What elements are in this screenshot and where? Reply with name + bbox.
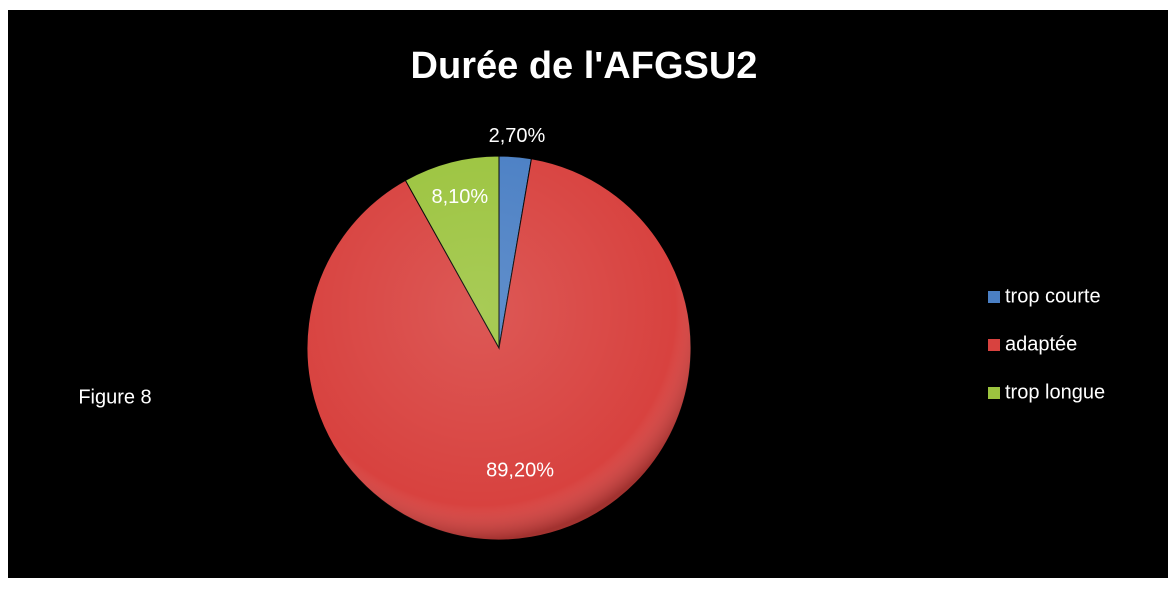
legend-label: adaptée [1005, 333, 1077, 355]
legend-swatch [988, 339, 1000, 351]
legend-swatch [988, 291, 1000, 303]
data-label: 2,70% [489, 125, 546, 147]
data-label: 89,20% [486, 459, 554, 481]
legend-label: trop courte [1005, 285, 1101, 307]
data-label: 8,10% [431, 186, 488, 208]
annotation: Figure 8 [78, 386, 151, 408]
legend-label: trop longue [1005, 381, 1105, 403]
chart-title: Durée de l'AFGSU2 [411, 45, 758, 87]
legend-swatch [988, 387, 1000, 399]
